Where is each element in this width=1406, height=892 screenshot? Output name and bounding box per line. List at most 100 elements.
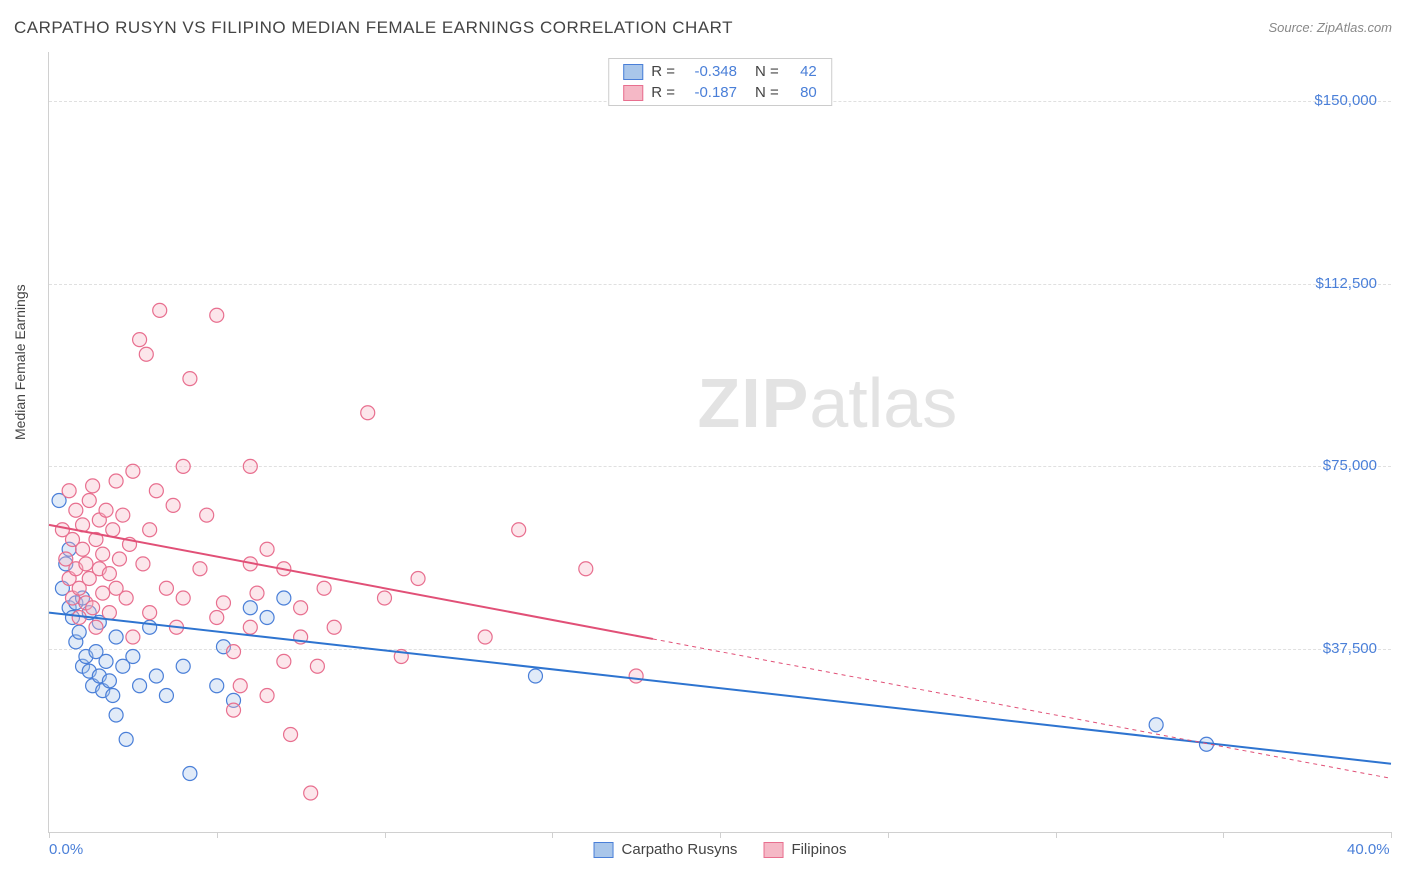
y-axis-label: Median Female Earnings: [12, 284, 28, 440]
data-point: [153, 303, 167, 317]
data-point: [112, 552, 126, 566]
data-point: [327, 620, 341, 634]
stat-r-value: -0.187: [683, 84, 737, 101]
data-point: [143, 606, 157, 620]
data-point: [478, 630, 492, 644]
data-point: [629, 669, 643, 683]
x-tick: [888, 832, 889, 838]
data-point: [102, 606, 116, 620]
legend-label: Filipinos: [791, 841, 846, 858]
data-point: [96, 586, 110, 600]
x-tick: [720, 832, 721, 838]
data-point: [227, 645, 241, 659]
data-point: [109, 630, 123, 644]
stat-n-value: 42: [787, 63, 817, 80]
data-point: [102, 567, 116, 581]
chart-plot-area: ZIPatlas $37,500$75,000$112,500$150,000 …: [48, 52, 1391, 833]
series-legend: Carpatho Rusyns Filipinos: [594, 841, 847, 858]
data-point: [216, 596, 230, 610]
stat-r-label: R =: [651, 84, 675, 101]
data-point: [193, 562, 207, 576]
stat-r-label: R =: [651, 63, 675, 80]
stats-row: R = -0.187 N = 80: [609, 82, 831, 103]
legend-swatch: [594, 842, 614, 858]
data-point: [79, 557, 93, 571]
data-point: [210, 611, 224, 625]
correlation-stats-box: R = -0.348 N = 42 R = -0.187 N = 80: [608, 58, 832, 106]
data-point: [126, 464, 140, 478]
data-point: [102, 674, 116, 688]
x-tick: [49, 832, 50, 838]
scatter-svg: [49, 52, 1391, 832]
legend-item: Carpatho Rusyns: [594, 841, 738, 858]
data-point: [126, 650, 140, 664]
data-point: [317, 581, 331, 595]
data-point: [210, 308, 224, 322]
data-point: [143, 523, 157, 537]
data-point: [243, 601, 257, 615]
data-point: [99, 503, 113, 517]
x-tick: [552, 832, 553, 838]
x-tick: [1056, 832, 1057, 838]
data-point: [176, 659, 190, 673]
stat-n-label: N =: [755, 84, 779, 101]
x-tick: [1223, 832, 1224, 838]
data-point: [159, 581, 173, 595]
data-point: [89, 620, 103, 634]
data-point: [149, 484, 163, 498]
data-point: [579, 562, 593, 576]
data-point: [304, 786, 318, 800]
stat-n-label: N =: [755, 63, 779, 80]
data-point: [361, 406, 375, 420]
data-point: [159, 689, 173, 703]
data-point: [183, 767, 197, 781]
x-tick: [385, 832, 386, 838]
data-point: [227, 703, 241, 717]
data-point: [119, 732, 133, 746]
data-point: [310, 659, 324, 673]
data-point: [1149, 718, 1163, 732]
data-point: [294, 601, 308, 615]
data-point: [260, 689, 274, 703]
data-point: [260, 542, 274, 556]
x-tick-label: 0.0%: [49, 841, 83, 858]
data-point: [243, 620, 257, 634]
data-point: [69, 503, 83, 517]
stat-n-value: 80: [787, 84, 817, 101]
data-point: [119, 591, 133, 605]
data-point: [284, 728, 298, 742]
data-point: [166, 498, 180, 512]
data-point: [277, 591, 291, 605]
data-point: [82, 494, 96, 508]
data-point: [116, 508, 130, 522]
data-point: [76, 542, 90, 556]
data-point: [109, 474, 123, 488]
data-point: [143, 620, 157, 634]
legend-swatch: [763, 842, 783, 858]
data-point: [109, 708, 123, 722]
x-tick: [1391, 832, 1392, 838]
stat-r-value: -0.348: [683, 63, 737, 80]
trend-line-extrapolated: [653, 639, 1391, 778]
data-point: [136, 557, 150, 571]
data-point: [106, 523, 120, 537]
data-point: [378, 591, 392, 605]
data-point: [139, 347, 153, 361]
legend-item: Filipinos: [763, 841, 846, 858]
data-point: [62, 484, 76, 498]
data-point: [411, 572, 425, 586]
legend-swatch: [623, 64, 643, 80]
data-point: [277, 654, 291, 668]
data-point: [183, 372, 197, 386]
data-point: [233, 679, 247, 693]
data-point: [260, 611, 274, 625]
data-point: [243, 459, 257, 473]
legend-label: Carpatho Rusyns: [622, 841, 738, 858]
stats-row: R = -0.348 N = 42: [609, 61, 831, 82]
data-point: [99, 654, 113, 668]
source-attribution: Source: ZipAtlas.com: [1268, 20, 1392, 35]
trend-line: [49, 613, 1391, 764]
data-point: [133, 679, 147, 693]
chart-title: CARPATHO RUSYN VS FILIPINO MEDIAN FEMALE…: [14, 18, 733, 37]
data-point: [86, 479, 100, 493]
